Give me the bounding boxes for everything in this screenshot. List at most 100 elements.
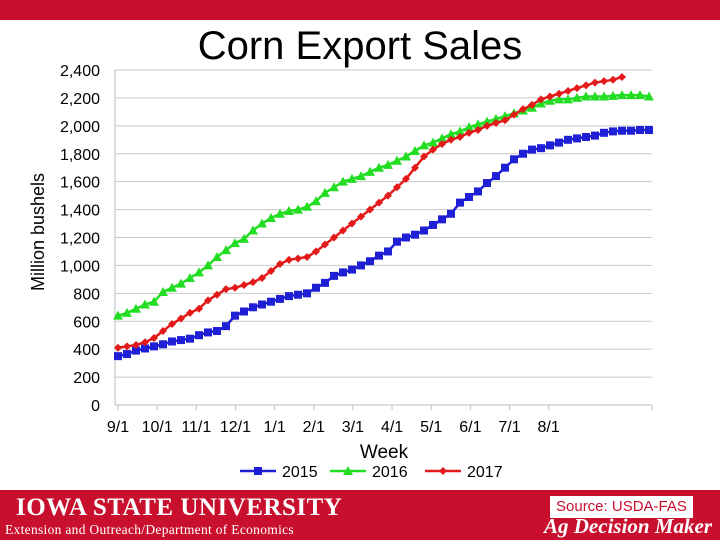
data-point [348,265,356,274]
data-point [393,183,401,192]
data-point [132,340,140,349]
data-point [384,191,392,200]
data-point [294,254,302,263]
data-point [537,144,545,153]
data-point [402,174,410,183]
data-point [419,140,429,150]
data-point [375,198,383,207]
data-point [473,119,483,129]
data-point [564,135,572,144]
data-point [546,92,554,101]
x-tick-label: 7/1 [498,419,520,436]
data-point [474,126,482,135]
chart-title: Corn Export Sales [197,24,523,68]
data-point [627,126,635,135]
data-point [555,89,563,98]
data-point [195,331,203,340]
data-point [275,208,285,218]
x-tick-label: 6/1 [459,419,481,436]
data-point [636,126,644,135]
brand-name: Ag Decision Maker [544,514,712,538]
data-point [114,343,122,352]
data-point [185,272,195,282]
data-point [501,116,509,125]
data-point [356,171,366,181]
data-point [231,283,239,292]
data-point [375,251,383,260]
data-point [159,340,167,349]
legend-label: 2016 [372,464,408,481]
data-point [437,133,447,143]
data-point [132,346,140,355]
data-point [168,337,176,346]
data-point [644,91,654,101]
data-point [150,334,158,342]
data-point [582,81,590,90]
data-point [519,149,527,158]
data-point [609,127,617,136]
data-point [339,268,347,277]
data-point [384,247,392,256]
data-point [455,126,465,136]
data-point [176,278,186,288]
data-point [222,285,230,294]
data-point [186,308,194,317]
data-point [320,187,330,197]
legend-label: 2015 [282,464,318,481]
data-point [240,280,248,289]
data-point [167,282,177,292]
data-point [465,128,473,137]
data-point [213,327,221,336]
data-point [482,116,492,126]
series-2016 [113,90,654,320]
legend-label: 2017 [467,464,503,481]
data-point [284,205,294,215]
data-point [492,119,500,128]
data-point [411,230,419,239]
data-point [439,467,447,475]
data-point [357,261,365,270]
data-point [591,78,599,87]
data-point [483,179,491,188]
data-point [645,126,653,135]
data-point [348,219,356,228]
data-point [329,182,339,192]
y-tick-label: 1,600 [60,175,100,192]
series-2015 [114,126,653,361]
data-point [257,218,267,228]
data-point [267,267,275,275]
data-point [447,135,455,144]
x-tick-label: 8/1 [538,419,560,436]
y-tick-label: 1,400 [60,203,100,220]
data-point [357,212,365,221]
y-tick-label: 1,200 [60,231,100,248]
legend-item-2015: 2015 [240,464,318,481]
data-point [321,278,329,287]
data-point [267,297,275,306]
data-point [447,209,455,218]
data-point [411,163,419,172]
x-tick-label: 1/1 [263,419,285,436]
data-point [590,91,600,101]
data-point [456,198,464,207]
series-line-2016 [117,93,650,317]
data-point [492,172,500,181]
corn-export-sales-chart: 0 200 400 600 800 1,000 1,200 1,400 1,600 1,800 2,… [28,63,654,481]
x-tick-label: 2/1 [303,419,325,436]
series-2017 [114,72,626,352]
data-point [528,145,536,154]
data-point [343,466,353,475]
data-point [168,320,176,329]
data-point [428,137,438,147]
data-point [249,278,257,287]
data-point [248,225,258,235]
data-point [600,128,608,137]
data-point [122,307,132,317]
y-tick-label: 2,200 [60,91,100,108]
data-point [546,141,554,150]
data-point [438,215,446,224]
data-point [312,283,320,292]
y-tick-label: 1,000 [60,258,100,275]
y-tick-label: 200 [73,370,100,387]
x-tick-label: 9/1 [107,419,129,436]
